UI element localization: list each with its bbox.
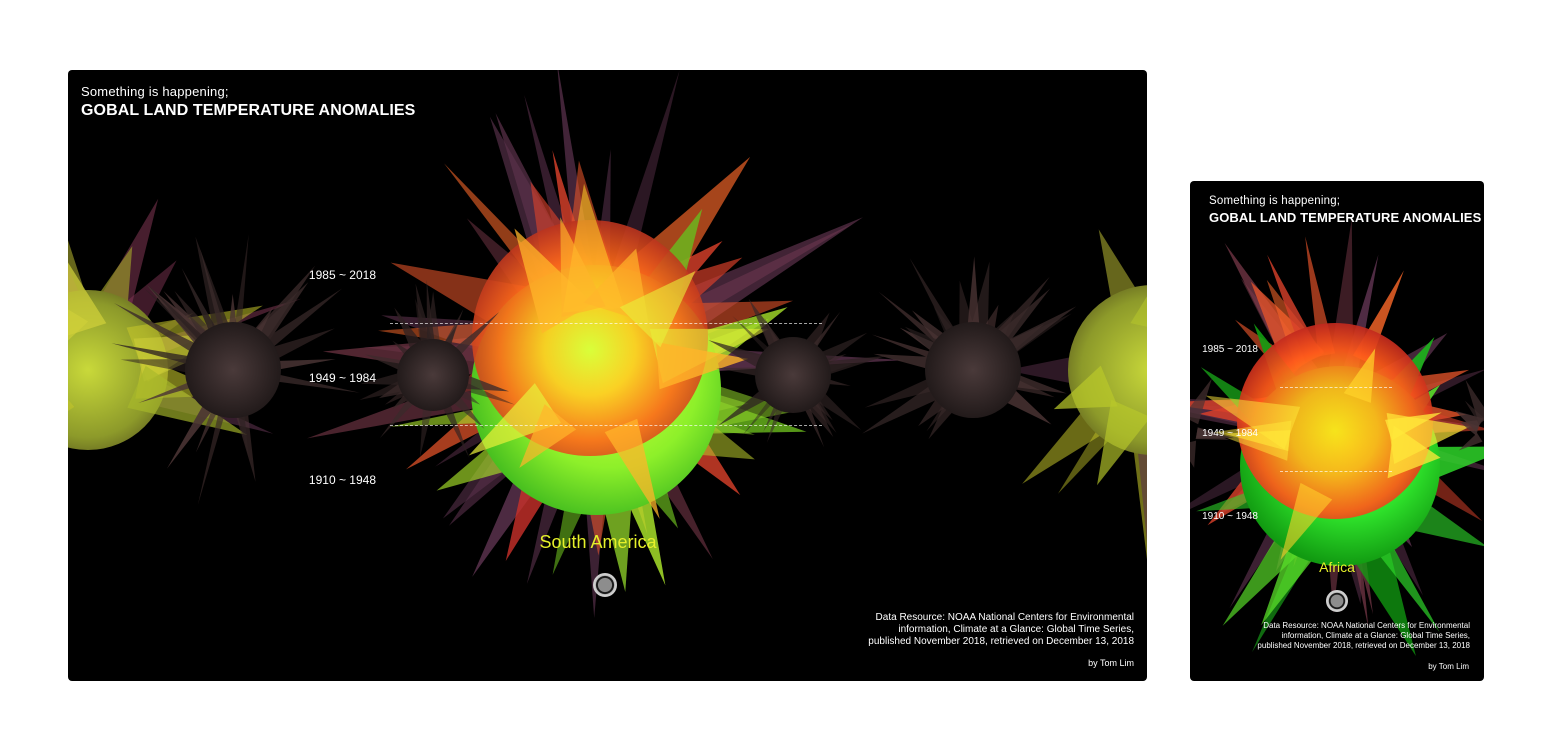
- spike-front: [604, 418, 660, 519]
- page-subtitle: Something is happening;: [81, 84, 229, 99]
- spike-dim: [966, 256, 981, 341]
- spike-dim: [1460, 419, 1481, 436]
- spike-cluster-right: [1005, 229, 1147, 560]
- sphere-dim: [925, 322, 1021, 418]
- spike-front: [560, 217, 606, 318]
- sphere-dim: [755, 337, 831, 413]
- sphere-dim: [185, 322, 281, 418]
- era-divider-lower-mobile: [1280, 471, 1392, 472]
- author-credit-mobile: by Tom Lim: [1428, 662, 1469, 671]
- spike-right-front: [1053, 365, 1118, 410]
- spike-left-front: [68, 262, 107, 336]
- spike-dim: [200, 249, 229, 342]
- spike-dim: [113, 303, 210, 361]
- era-label-middle-mobile: 1949 ~ 1984: [1202, 428, 1258, 439]
- spike-dim: [814, 355, 886, 378]
- source-line: Data Resource: NOAA National Centers for…: [1263, 621, 1470, 630]
- spike-cluster-main-mobile: [1190, 218, 1484, 657]
- source-line: information, Climate at a Glance: Global…: [1281, 631, 1470, 640]
- spike-dim: [1195, 427, 1230, 440]
- era-label-recent: 1985 ~ 2018: [308, 268, 376, 282]
- spike-dim: [195, 236, 234, 344]
- spike-dim: [120, 358, 204, 376]
- navigation-knob-button-mobile[interactable]: [1326, 590, 1348, 612]
- spike-left-front: [127, 365, 248, 436]
- era-label-recent-mobile: 1985 ~ 2018: [1202, 344, 1258, 355]
- spike-front: [1386, 413, 1470, 464]
- spike-front: [619, 270, 696, 348]
- spike-dim: [181, 267, 224, 346]
- desktop-visualization-panel: Something is happening; GOBAL LAND TEMPE…: [68, 70, 1147, 681]
- spike-dim: [231, 397, 256, 482]
- source-line: Data Resource: NOAA National Centers for…: [875, 612, 1134, 623]
- page-subtitle-mobile: Something is happening;: [1209, 195, 1341, 207]
- spike-front: [1223, 430, 1291, 452]
- source-line: published November 2018, retrieved on De…: [868, 636, 1134, 647]
- mobile-visualization-panel: Something is happening; GOBAL LAND TEMPE…: [1190, 181, 1484, 681]
- spike-dim: [426, 280, 436, 353]
- spike-right-front: [1097, 399, 1147, 486]
- temperature-sphere-visualization: [68, 70, 1147, 619]
- page-title: GOBAL LAND TEMPERATURE ANOMALIES: [81, 102, 416, 119]
- spike-cluster-dim-center: [359, 280, 886, 459]
- spike-cluster-left: [68, 198, 302, 450]
- era-label-early: 1910 ~ 1948: [308, 473, 376, 487]
- era-label-early-mobile: 1910 ~ 1948: [1202, 511, 1258, 522]
- region-label: South America: [539, 532, 657, 552]
- era-divider-upper-mobile: [1280, 387, 1392, 388]
- data-source-credit-mobile: Data Resource: NOAA National Centers for…: [1230, 621, 1470, 651]
- spike-dim: [1458, 433, 1483, 451]
- spike-front: [468, 383, 562, 456]
- era-divider-upper: [390, 323, 822, 324]
- spike-cluster-dim-left: [111, 234, 360, 506]
- sphere-upper: [1237, 323, 1433, 519]
- spike-cluster-dim-right: [862, 256, 1077, 440]
- spike-dim: [452, 377, 515, 405]
- spike-dim: [197, 398, 230, 506]
- spike-front: [1280, 482, 1333, 560]
- spike-dim: [261, 371, 360, 393]
- sphere-dim: [397, 339, 469, 411]
- spike-left-front: [68, 399, 75, 411]
- spike-right-front: [1130, 296, 1147, 327]
- spike-dim: [419, 396, 436, 458]
- navigation-knob-button[interactable]: [593, 573, 617, 597]
- region-label-mobile: Africa: [1319, 559, 1355, 575]
- era-divider-lower: [390, 425, 822, 426]
- author-credit: by Tom Lim: [1088, 658, 1134, 668]
- spike-front: [1343, 348, 1376, 403]
- data-source-credit: Data Resource: NOAA National Centers for…: [748, 612, 1134, 648]
- page-title-mobile: GOBAL LAND TEMPERATURE ANOMALIES: [1209, 210, 1482, 225]
- temperature-sphere-visualization-mobile: [1190, 218, 1484, 657]
- spike-dim: [252, 288, 343, 358]
- spike-dim: [144, 288, 215, 354]
- spike-front: [519, 404, 577, 468]
- spike-dim: [232, 234, 249, 341]
- spike-dim: [1190, 378, 1212, 425]
- spike-dim: [909, 257, 963, 347]
- spike-front: [656, 341, 749, 390]
- source-line: published November 2018, retrieved on De…: [1257, 641, 1470, 650]
- spike-dim: [1464, 400, 1484, 425]
- spike-dim: [1465, 379, 1484, 424]
- source-line: information, Climate at a Glance: Global…: [898, 624, 1134, 635]
- era-label-middle: 1949 ~ 1984: [308, 371, 376, 385]
- spike-dim: [1190, 440, 1197, 468]
